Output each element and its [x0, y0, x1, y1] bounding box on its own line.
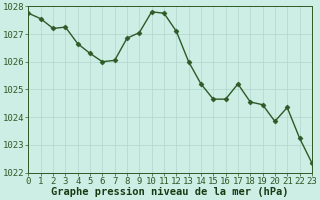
X-axis label: Graphe pression niveau de la mer (hPa): Graphe pression niveau de la mer (hPa): [52, 187, 289, 197]
